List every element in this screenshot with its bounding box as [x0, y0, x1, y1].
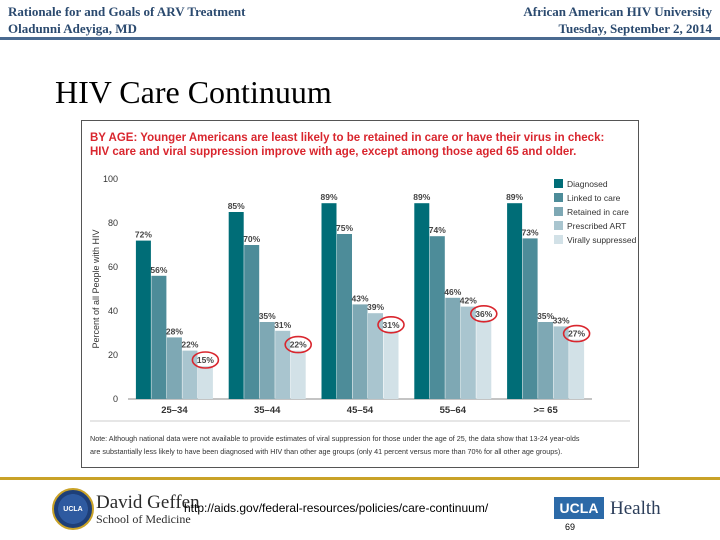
care-continuum-chart: BY AGE: Younger Americans are least like…: [90, 132, 637, 456]
chart-title-line1: BY AGE: Younger Americans are least like…: [90, 132, 604, 144]
y-tick-label: 100: [103, 174, 118, 184]
highlight-circle: [377, 316, 405, 334]
bar-virally-suppressed: [383, 330, 399, 399]
bar-linked-to-care: [337, 234, 352, 399]
chart-note-line1: Note: Although national data were not av…: [90, 434, 580, 443]
bar-diagnosed: [228, 212, 244, 399]
x-tick-label: 25–34: [161, 405, 188, 416]
slide-title: HIV Care Continuum: [55, 74, 332, 110]
bar-linked-to-care: [429, 236, 445, 399]
header-presenter: Oladunni Adeyiga, MD: [8, 21, 137, 36]
data-label: 70%: [243, 234, 260, 244]
y-tick-label: 40: [108, 306, 118, 316]
y-tick-label: 0: [113, 394, 118, 404]
bar-prescribed-art: [460, 306, 476, 399]
y-axis-label: Percent of all People with HIV: [91, 229, 101, 348]
page-number: 69: [565, 522, 576, 532]
y-tick-label: 80: [108, 218, 118, 228]
header-date: Tuesday, September 2, 2014: [558, 21, 713, 36]
data-label: 36%: [475, 309, 492, 319]
y-tick-label: 60: [108, 262, 118, 272]
footer-divider: [0, 477, 720, 480]
data-label: 39%: [367, 302, 384, 312]
bar-prescribed-art: [275, 330, 291, 399]
legend-label: Diagnosed: [567, 179, 608, 189]
data-label: 89%: [506, 192, 523, 202]
bar-retained-in-care: [166, 337, 182, 399]
header-event: African American HIV University: [523, 4, 712, 19]
legend-label: Retained in care: [567, 207, 629, 217]
highlight-circle: [469, 305, 498, 323]
data-label: 35%: [537, 311, 554, 321]
chart-title-line2: HIV care and viral suppression improve w…: [90, 146, 576, 158]
bar-linked-to-care: [244, 245, 260, 399]
data-label: 72%: [135, 230, 152, 240]
chart-frame: BY AGE: Younger Americans are least like…: [81, 120, 639, 468]
ucla-health-logo: UCLA: [554, 497, 604, 519]
legend-swatch: [554, 221, 563, 230]
y-tick-label: 20: [108, 350, 118, 360]
highlight-circle: [562, 324, 591, 343]
header-divider: [0, 37, 720, 40]
data-label: 27%: [568, 329, 585, 339]
data-label: 46%: [444, 287, 461, 297]
bar-prescribed-art: [182, 350, 198, 399]
data-label: 42%: [460, 296, 477, 306]
bar-diagnosed: [414, 203, 430, 399]
data-label: 75%: [336, 223, 353, 233]
bar-prescribed-art: [553, 326, 569, 399]
legend-label: Prescribed ART: [567, 221, 626, 231]
data-label: 73%: [522, 227, 539, 237]
x-tick-label: >= 65: [533, 405, 558, 416]
slide-header: Rationale for and Goals of ARV Treatment…: [0, 0, 720, 40]
x-tick-label: 55–64: [440, 405, 467, 416]
bar-diagnosed: [507, 203, 523, 399]
bar-linked-to-care: [151, 275, 167, 399]
highlight-circle: [191, 351, 220, 369]
legend-swatch: [554, 207, 563, 216]
highlight-circle: [284, 335, 312, 354]
legend-swatch: [554, 193, 563, 202]
health-wordmark: Health: [610, 498, 661, 519]
data-label: 85%: [228, 201, 245, 211]
bar-diagnosed: [321, 203, 337, 399]
legend-label: Linked to care: [567, 193, 621, 203]
bar-diagnosed: [135, 240, 151, 399]
data-label: 89%: [320, 192, 337, 202]
legend-swatch: [554, 235, 563, 244]
header-presentation-title: Rationale for and Goals of ARV Treatment: [8, 4, 246, 19]
bar-retained-in-care: [538, 322, 554, 399]
bar-virally-suppressed: [290, 350, 306, 399]
school-name: David Geffen: [96, 492, 200, 513]
bar-linked-to-care: [522, 238, 538, 399]
source-link[interactable]: http://aids.gov/federal-resources/polici…: [184, 501, 489, 515]
bar-prescribed-art: [368, 313, 383, 399]
geffen-logo: UCLA David Geffen School of Medicine: [48, 486, 200, 532]
data-label: 28%: [166, 326, 183, 336]
chart-note-line2: are substantially less likely to have be…: [90, 447, 562, 456]
school-subtitle: School of Medicine: [96, 512, 191, 526]
data-label: 89%: [413, 192, 430, 202]
bar-virally-suppressed: [569, 339, 585, 399]
bar-virally-suppressed: [197, 366, 213, 399]
bar-retained-in-care: [445, 297, 461, 399]
data-label: 31%: [382, 320, 399, 330]
x-tick-label: 45–54: [347, 405, 374, 416]
data-label: 31%: [274, 320, 291, 330]
data-label: 33%: [553, 315, 570, 325]
data-label: 22%: [290, 340, 307, 350]
legend-swatch: [554, 179, 563, 188]
bar-retained-in-care: [352, 304, 368, 399]
data-label: 35%: [259, 311, 276, 321]
x-tick-label: 35–44: [254, 405, 281, 416]
bar-virally-suppressed: [476, 319, 492, 399]
data-label: 74%: [429, 225, 446, 235]
data-label: 22%: [181, 340, 198, 350]
data-label: 15%: [197, 355, 214, 365]
ucla-seal-icon: UCLA: [52, 488, 94, 530]
data-label: 56%: [150, 265, 167, 275]
bar-retained-in-care: [259, 322, 275, 399]
data-label: 43%: [351, 293, 368, 303]
legend-label: Virally suppressed: [567, 235, 637, 245]
